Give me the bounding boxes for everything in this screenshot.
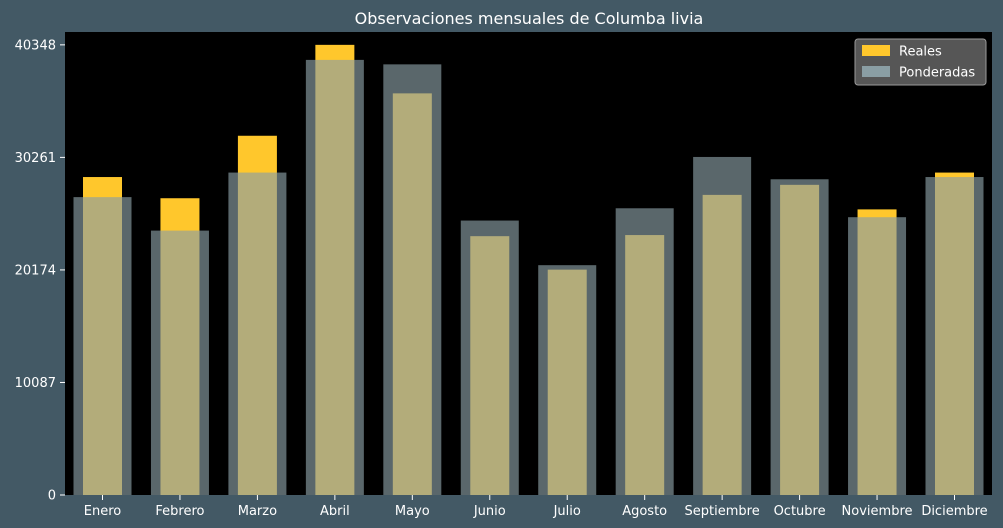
plot-area <box>65 32 992 495</box>
y-tick-label: 40348 <box>15 38 56 53</box>
x-axis: Enero Febrero Marzo Abril Mayo Junio Julio Agos… <box>84 495 988 519</box>
x-tick-label: Enero <box>84 504 122 519</box>
legend-label-ponderadas: Ponderadas <box>899 66 975 81</box>
x-tick-label: Marzo <box>238 504 277 519</box>
y-tick-label: 20174 <box>15 263 56 278</box>
legend-swatch-reales <box>862 45 890 56</box>
x-tick-label: Junio <box>473 504 506 519</box>
y-tick-label: 30261 <box>15 151 56 166</box>
bar-ponderadas-enero <box>73 197 132 495</box>
x-tick-label: Julio <box>553 504 581 519</box>
legend-swatch-ponderadas <box>862 66 890 77</box>
bars-layer <box>73 44 984 496</box>
bar-ponderadas-noviembre <box>848 217 907 495</box>
x-tick-label: Mayo <box>395 504 430 519</box>
x-tick-label: Abril <box>320 504 350 519</box>
bar-ponderadas-mayo <box>383 64 442 495</box>
x-tick-label: Febrero <box>155 504 204 519</box>
y-tick-label: 0 <box>48 489 56 504</box>
legend: Reales Ponderadas <box>854 38 987 86</box>
chart-title: Observaciones mensuales de Columba livia <box>355 9 704 28</box>
x-tick-label: Diciembre <box>921 504 987 519</box>
bar-ponderadas-diciembre <box>925 177 984 496</box>
bar-ponderadas-marzo <box>228 172 287 495</box>
x-tick-label: Agosto <box>622 504 667 519</box>
bar-ponderadas-julio <box>538 265 597 495</box>
y-axis: 0 10087 20174 30261 40348 <box>15 38 65 504</box>
bar-ponderadas-septiembre <box>693 156 752 495</box>
bar-ponderadas-febrero <box>150 230 209 495</box>
bar-ponderadas-junio <box>460 220 519 495</box>
y-tick-label: 10087 <box>15 376 56 391</box>
x-tick-label: Septiembre <box>685 504 760 519</box>
x-tick-label: Octubre <box>774 504 826 519</box>
bar-ponderadas-octubre <box>770 179 829 496</box>
legend-label-reales: Reales <box>899 45 942 60</box>
x-tick-label: Noviembre <box>842 504 913 519</box>
bar-ponderadas-abril <box>305 59 364 495</box>
bar-ponderadas-agosto <box>615 208 674 495</box>
